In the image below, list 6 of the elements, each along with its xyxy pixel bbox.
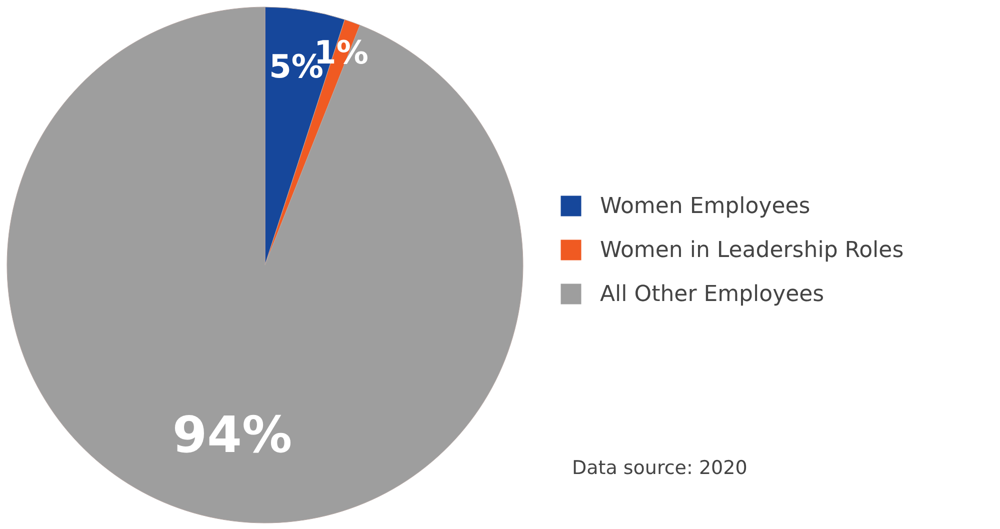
pie-slice [6,6,524,523]
legend-label: Women Employees [600,194,810,219]
source-note: Data source: 2020 [572,457,748,479]
legend-label: All Other Employees [600,282,824,307]
legend-label: Women in Leadership Roles [600,238,904,263]
data-label: 94% [172,406,292,464]
